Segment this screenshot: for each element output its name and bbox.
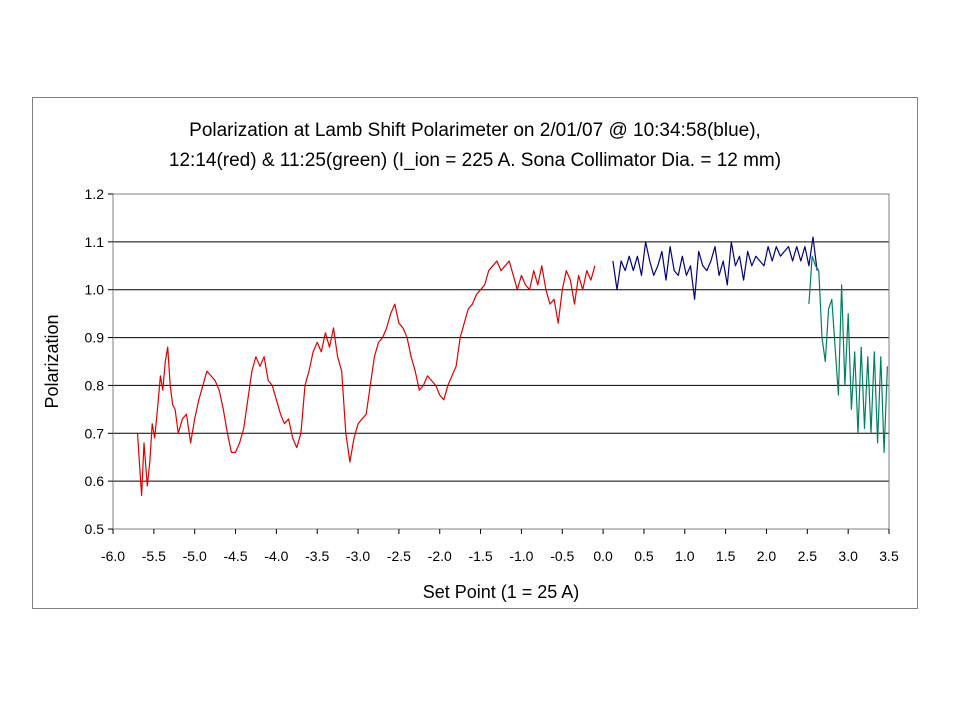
data-series xyxy=(136,236,888,497)
y-tick-label: 0.5 xyxy=(85,521,105,537)
x-tick-label: 1.0 xyxy=(675,548,695,564)
x-tick-label: 3.0 xyxy=(838,548,858,564)
chart-title-line-1: Polarization at Lamb Shift Polarimeter o… xyxy=(189,120,761,141)
series-line-1 xyxy=(136,260,596,497)
y-tick-label: 0.8 xyxy=(85,377,105,393)
x-tick-label: 1.5 xyxy=(716,548,736,564)
x-tick-label: -3.0 xyxy=(346,548,370,564)
y-tick-label: 0.9 xyxy=(85,330,105,346)
x-tick-label: 0.0 xyxy=(593,548,613,564)
x-tick-label: -2.0 xyxy=(428,548,452,564)
series-line-3 xyxy=(808,255,888,453)
x-tick-label: 2.5 xyxy=(798,548,818,564)
x-tick-label: -4.5 xyxy=(223,548,247,564)
x-tick-label: 2.0 xyxy=(757,548,777,564)
y-tick-label: 1.2 xyxy=(85,186,105,202)
x-tick-label: -1.0 xyxy=(509,548,533,564)
x-tick-label: -0.5 xyxy=(550,548,574,564)
y-tick-label: 1.0 xyxy=(85,282,105,298)
chart-title-line-2: 12:14(red) & 11:25(green) (I_ion = 225 A… xyxy=(169,150,781,171)
x-tick-label: -3.5 xyxy=(305,548,329,564)
x-tick-label: -5.5 xyxy=(142,548,166,564)
y-tick-label: 0.6 xyxy=(85,473,105,489)
y-tick-label: 1.1 xyxy=(85,234,105,250)
axes: 0.5 0.6 0.7 0.8 0.9 1.0 1.1 1.2 -6.0 -5.5 -5.0 -4.5… xyxy=(85,186,899,564)
x-tick-label: -6.0 xyxy=(101,548,125,564)
x-tick-label: 3.5 xyxy=(879,548,899,564)
plot-area-border xyxy=(112,193,890,530)
x-tick-label: -4.0 xyxy=(264,548,288,564)
y-tick-label: 0.7 xyxy=(85,425,105,441)
x-tick-label: 0.5 xyxy=(634,548,654,564)
series-line-2 xyxy=(612,236,818,300)
chart-frame: Polarization at Lamb Shift Polarimeter o… xyxy=(32,97,918,609)
y-axis-title: Polarization xyxy=(42,314,62,408)
x-axis-title: Set Point (1 = 25 A) xyxy=(423,582,580,602)
x-tick-label: -1.5 xyxy=(469,548,493,564)
line-chart: Polarization at Lamb Shift Polarimeter o… xyxy=(42,120,899,602)
x-tick-label: -5.0 xyxy=(183,548,207,564)
x-tick-label: -2.5 xyxy=(387,548,411,564)
